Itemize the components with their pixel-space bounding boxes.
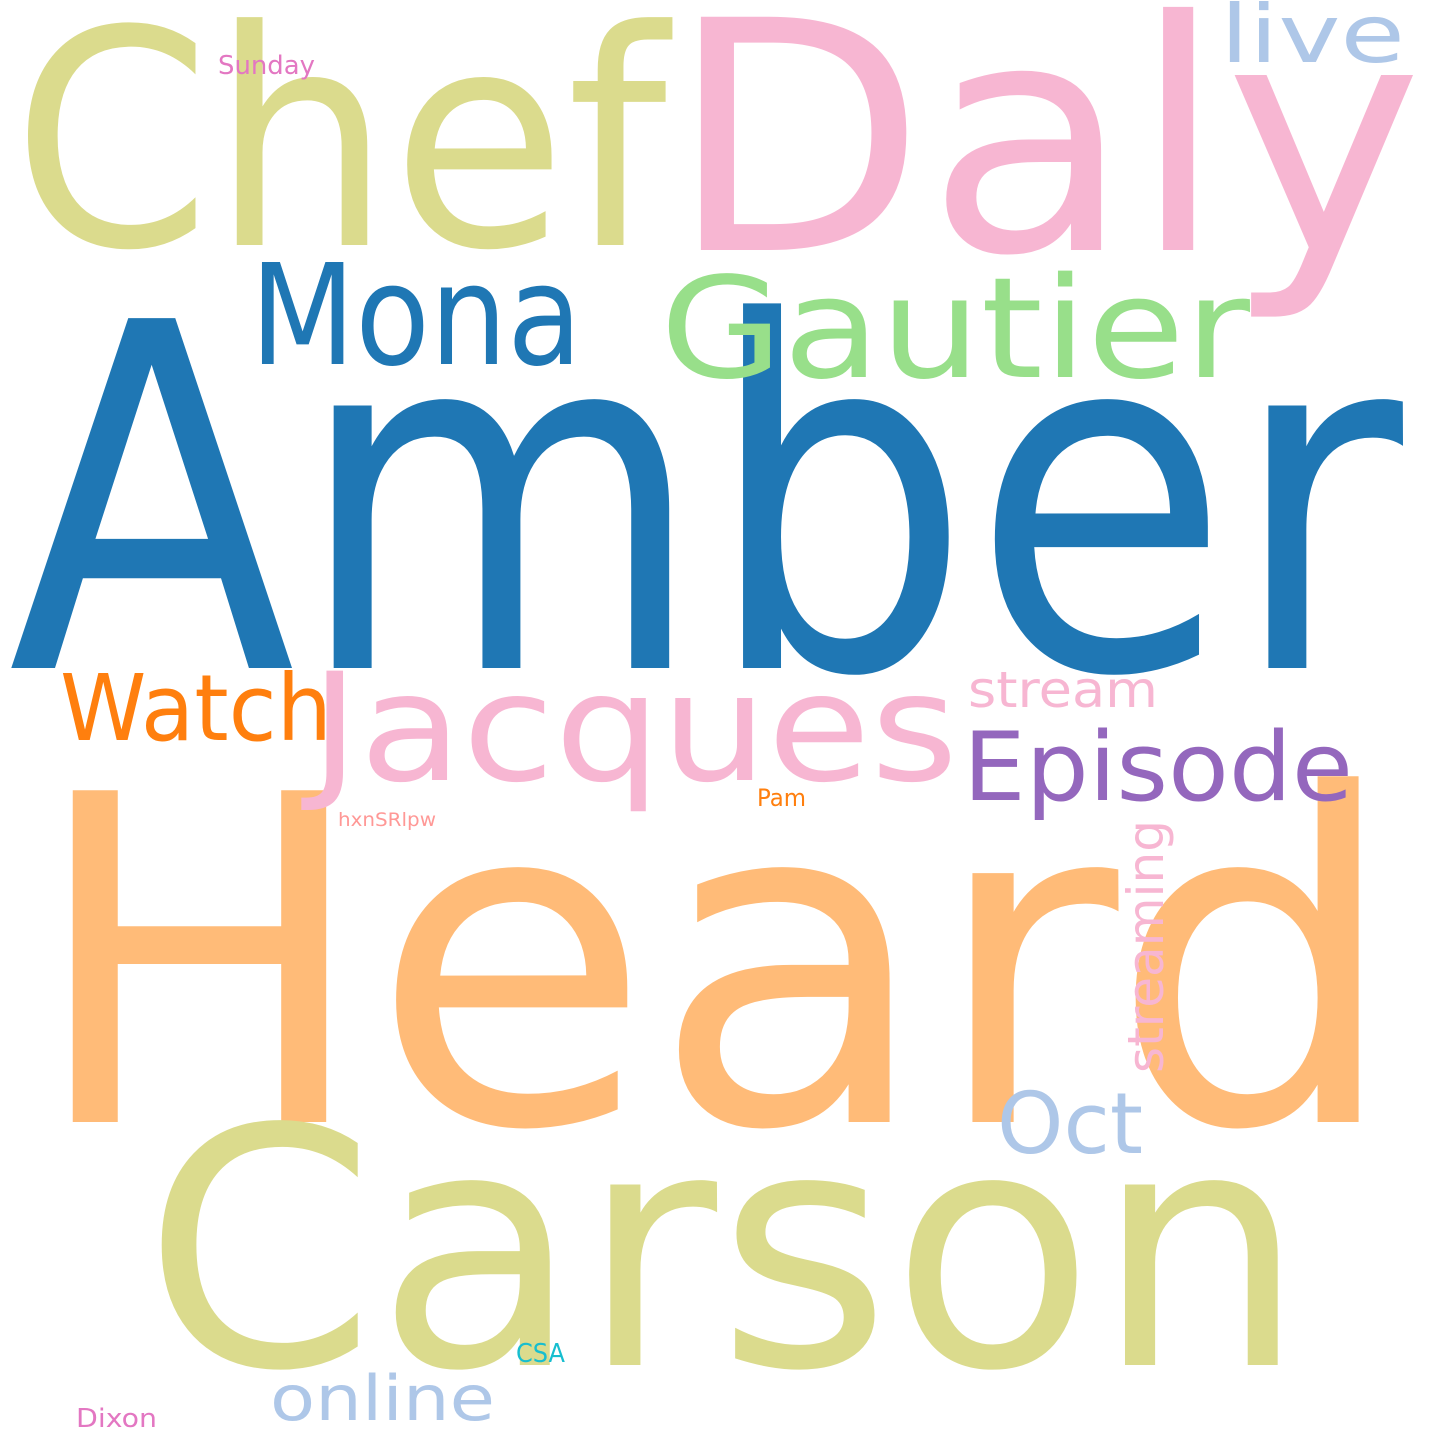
word-watch: Watch xyxy=(60,655,332,762)
word-hxnsrlpw: hxnSRlpw xyxy=(338,809,436,831)
word-streaming: streaming xyxy=(1117,820,1175,1073)
word-dixon: Dixon xyxy=(76,1404,157,1434)
word-stream: stream xyxy=(968,661,1158,719)
word-sunday: Sunday xyxy=(218,51,315,81)
word-daly: Daly xyxy=(668,0,1423,326)
word-amber: Amber xyxy=(8,223,1408,782)
word-jacques: Jacques xyxy=(301,642,958,816)
word-heard: Heard xyxy=(28,701,1400,1230)
word-chef: Chef xyxy=(12,0,674,316)
word-oct: Oct xyxy=(997,1075,1143,1174)
word-carson: Carson xyxy=(143,1059,1306,1440)
word-live: live xyxy=(1220,0,1405,81)
word-online: online xyxy=(270,1362,495,1435)
word-episode: Episode xyxy=(963,713,1353,823)
word-gautier: Gautier xyxy=(660,248,1250,411)
word-mona: Mona xyxy=(250,235,582,398)
word-csa: CSA xyxy=(516,1339,565,1369)
word-pam: Pam xyxy=(757,784,806,812)
